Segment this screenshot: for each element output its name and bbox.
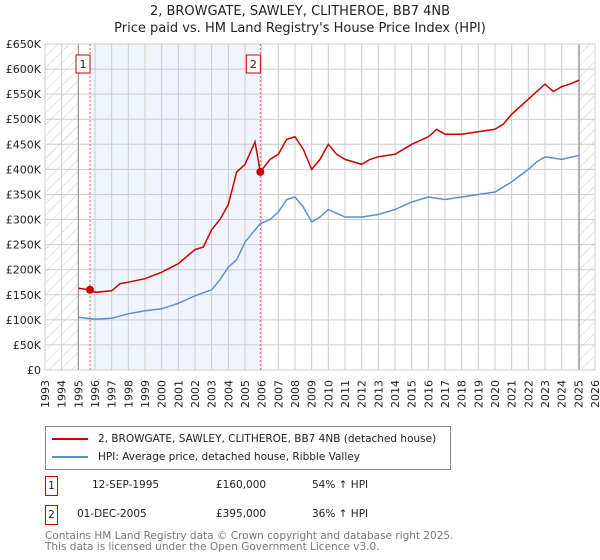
sale-period-shading (90, 44, 261, 370)
x-tick-label: 2022 (522, 380, 535, 408)
y-tick-label: £300K (6, 214, 42, 227)
legend: 2, BROWGATE, SAWLEY, CLITHEROE, BB7 4NB … (45, 426, 451, 470)
x-tick-label: 2008 (289, 380, 302, 408)
x-tick-label: 2020 (489, 380, 502, 408)
sale-marker-badge: 2 (45, 505, 58, 525)
x-tick-label: 2003 (206, 380, 219, 408)
x-tick-label: 2026 (589, 380, 600, 408)
sale-marker-label: 2 (250, 58, 257, 71)
x-tick-label: 2023 (539, 380, 552, 408)
sale-price: £395,000 (216, 508, 267, 520)
x-tick-label: 2025 (572, 380, 585, 408)
legend-label-hpi: HPI: Average price, detached house, Ribb… (98, 451, 360, 463)
x-tick-label: 2005 (239, 380, 252, 408)
sale-date: 12-SEP-1995 (92, 479, 160, 491)
y-tick-label: £50K (13, 339, 42, 352)
x-tick-label: 2011 (339, 380, 352, 408)
plot-frame (44, 43, 596, 371)
x-tick-label: 2009 (306, 380, 319, 408)
price-chart: 1993 1994 1995 1996 1997 1998 1999 2000 2001 2002… (6, 38, 600, 408)
y-tick-label: £650K (6, 38, 42, 51)
y-tick-label: £600K (6, 63, 42, 76)
x-tick-label: 1998 (122, 380, 135, 408)
x-tick-label: 2019 (472, 380, 485, 408)
legend-label-property: 2, BROWGATE, SAWLEY, CLITHEROE, BB7 4NB … (98, 433, 437, 445)
x-tick-label: 1995 (72, 380, 85, 408)
x-tick-label: 1999 (139, 380, 152, 408)
chart-subtitle: Price paid vs. HM Land Registry's House … (114, 21, 486, 36)
y-tick-label: £350K (6, 188, 42, 201)
x-tick-label: 1997 (106, 380, 119, 408)
x-tick-label: 2002 (189, 380, 202, 408)
legend-swatch-hpi (52, 456, 88, 458)
x-tick-label: 2018 (456, 380, 469, 408)
x-tick-label: 2001 (172, 380, 185, 408)
x-tick-label: 2006 (256, 380, 269, 408)
y-tick-label: £250K (6, 239, 42, 252)
y-tick-label: £150K (6, 289, 42, 302)
sale-point (86, 285, 94, 294)
sale-price: £160,000 (216, 479, 267, 491)
x-tick-label: 2016 (422, 380, 435, 408)
hpi-line (78, 154, 580, 321)
sale-marker-label: 1 (80, 58, 87, 71)
x-tick-label: 2013 (372, 380, 385, 408)
x-tick-label: 2010 (322, 380, 335, 408)
footer-licence: This data is licensed under the Open Gov… (45, 541, 380, 553)
x-tick-label: 2000 (156, 380, 169, 408)
x-tick-label: 1996 (89, 380, 102, 408)
sale-row: 1 12-SEP-1995 £160,000 54% ↑ HPI (45, 476, 545, 496)
x-tick-label: 2012 (356, 380, 369, 408)
property-price-line (78, 79, 580, 294)
sale-point (256, 167, 265, 176)
x-tick-label: 1994 (56, 380, 69, 408)
sale-hpi-change: 36% ↑ HPI (312, 508, 369, 520)
sale-marker-box (75, 54, 91, 74)
y-tick-label: £400K (6, 163, 42, 176)
footer-copyright: Contains HM Land Registry data © Crown c… (45, 530, 454, 542)
y-tick-label: £450K (6, 138, 42, 151)
sale-row: 2 01-DEC-2005 £395,000 36% ↑ HPI (45, 505, 545, 525)
no-data-hatch-right (579, 44, 595, 370)
sale-hpi-change: 54% ↑ HPI (312, 479, 369, 491)
x-tick-label: 2021 (506, 380, 519, 408)
sale-marker-badge: 1 (45, 476, 58, 496)
y-tick-label: £200K (6, 264, 42, 277)
x-tick-label: 2014 (389, 380, 402, 408)
x-tick-label: 2007 (272, 380, 285, 408)
y-tick-label: £500K (6, 113, 42, 126)
y-tick-label: £550K (6, 88, 42, 101)
y-tick-label: £0 (27, 364, 41, 377)
sale-date: 01-DEC-2005 (77, 508, 147, 520)
legend-swatch-property (52, 438, 88, 440)
x-tick-label: 1993 (39, 380, 52, 408)
chart-title: 2, BROWGATE, SAWLEY, CLITHEROE, BB7 4NB (149, 4, 451, 19)
y-tick-label: £100K (6, 314, 42, 327)
x-tick-label: 2004 (222, 380, 235, 408)
x-tick-label: 2024 (556, 380, 569, 408)
x-tick-label: 2017 (439, 380, 452, 408)
x-tick-label: 2015 (406, 380, 419, 408)
sale-marker-box (245, 54, 261, 74)
